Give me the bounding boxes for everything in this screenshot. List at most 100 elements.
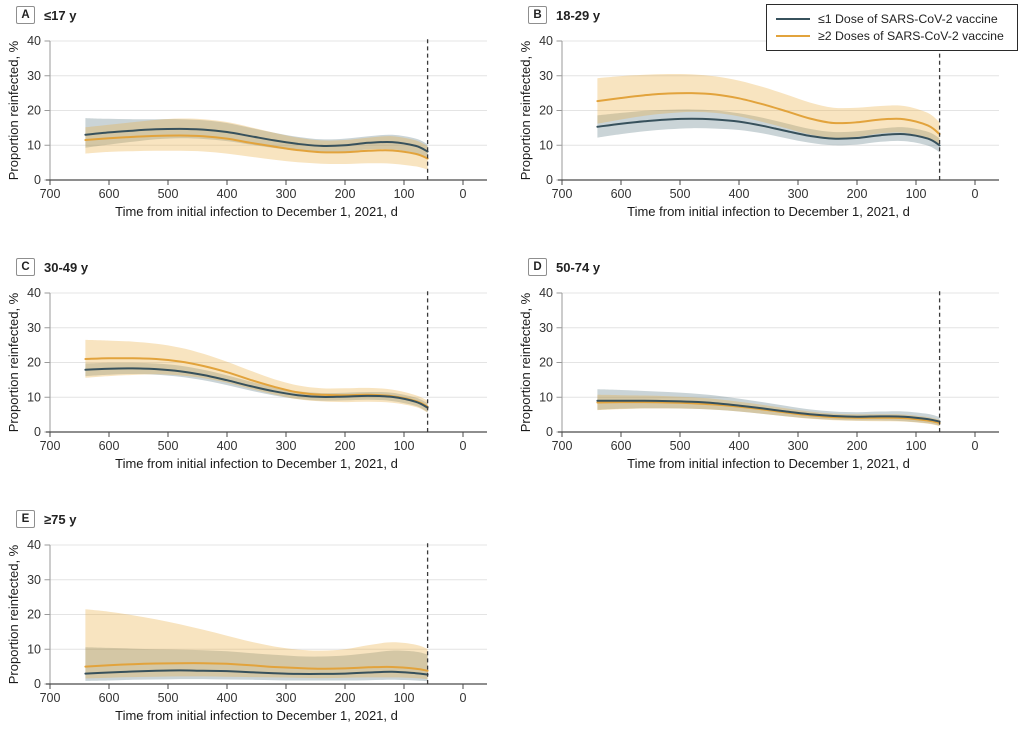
svg-text:400: 400	[729, 439, 750, 453]
chart-svg: 0 10 20 30 40 700 600 500 400 300 200 100 0 Time from…	[6, 34, 487, 219]
svg-text:700: 700	[40, 691, 61, 705]
svg-text:30: 30	[539, 69, 553, 83]
svg-text:700: 700	[552, 187, 573, 201]
legend-label-dose1: ≤1 Dose of SARS-CoV-2 vaccine	[818, 11, 998, 26]
svg-text:20: 20	[27, 356, 41, 370]
confidence-bands	[85, 339, 428, 413]
chart-panel-d: 0 10 20 30 40 700 600 500 400 300 200 100 0 Time from…	[518, 254, 1024, 494]
panel-c-letter: C	[16, 258, 35, 276]
svg-text:0: 0	[460, 691, 467, 705]
svg-text:100: 100	[394, 439, 415, 453]
svg-text:10: 10	[27, 390, 41, 404]
chart-svg: 0 10 20 30 40 700 600 500 400 300 200 100 0 Time from…	[518, 34, 999, 219]
svg-text:300: 300	[276, 439, 297, 453]
confidence-band-orange	[85, 609, 428, 680]
chart-svg: 0 10 20 30 40 700 600 500 400 300 200 100 0 Time from…	[6, 286, 487, 471]
svg-text:100: 100	[906, 187, 927, 201]
x-axis-title: Time from initial infection to December …	[115, 456, 398, 471]
svg-text:0: 0	[546, 425, 553, 439]
y-axis: 0 10 20 30 40	[539, 34, 563, 187]
x-axis-title: Time from initial infection to December …	[627, 204, 910, 219]
legend-swatch-dose1	[776, 17, 810, 20]
svg-text:0: 0	[460, 439, 467, 453]
chart-panel-e: 0 10 20 30 40 700 600 500 400 300 200 100 0 Time from…	[6, 506, 512, 733]
confidence-band-orange	[597, 74, 940, 146]
svg-text:100: 100	[906, 439, 927, 453]
svg-text:200: 200	[847, 187, 868, 201]
svg-text:400: 400	[217, 691, 238, 705]
chart-svg: 0 10 20 30 40 700 600 500 400 300 200 100 0 Time from…	[518, 286, 999, 471]
panel-d-title: 50-74 y	[556, 259, 601, 275]
x-axis-title: Time from initial infection to December …	[627, 456, 910, 471]
panel-d: 0 10 20 30 40 700 600 500 400 300 200 100 0 Time from…	[518, 254, 1024, 494]
svg-text:0: 0	[972, 439, 979, 453]
svg-text:600: 600	[611, 439, 632, 453]
panel-c-header: C 30-49 y	[16, 258, 88, 276]
svg-text:40: 40	[27, 34, 41, 48]
panel-e-letter: E	[16, 510, 35, 528]
y-axis: 0 10 20 30 40	[27, 34, 51, 187]
panel-b: 0 10 20 30 40 700 600 500 400 300 200 100 0 Time from…	[518, 2, 1024, 242]
svg-text:100: 100	[394, 691, 415, 705]
svg-text:20: 20	[539, 356, 553, 370]
y-axis-title: Proportion reinfected, %	[6, 544, 21, 684]
y-axis-title: Proportion reinfected, %	[518, 40, 533, 180]
svg-text:40: 40	[27, 538, 41, 552]
svg-text:10: 10	[27, 642, 41, 656]
y-axis: 0 10 20 30 40	[539, 286, 563, 439]
svg-text:20: 20	[539, 104, 553, 118]
svg-text:200: 200	[847, 439, 868, 453]
x-axis: 700 600 500 400 300 200 100 0	[552, 179, 999, 201]
svg-text:400: 400	[729, 187, 750, 201]
chart-svg: 0 10 20 30 40 700 600 500 400 300 200 100 0 Time from…	[6, 538, 487, 723]
panel-a-letter: A	[16, 6, 35, 24]
panel-a-title: ≤17 y	[44, 7, 77, 23]
svg-text:0: 0	[972, 187, 979, 201]
panel-c: 0 10 20 30 40 700 600 500 400 300 200 100 0 Time from…	[6, 254, 512, 494]
gridlines	[50, 544, 487, 650]
chart-panel-a: 0 10 20 30 40 700 600 500 400 300 200 100 0 Time from…	[6, 2, 512, 242]
confidence-band-orange	[85, 339, 428, 413]
panel-e-title: ≥75 y	[44, 511, 77, 527]
svg-text:700: 700	[552, 439, 573, 453]
x-axis-title: Time from initial infection to December …	[115, 708, 398, 723]
svg-text:500: 500	[670, 439, 691, 453]
svg-text:20: 20	[27, 608, 41, 622]
svg-text:0: 0	[546, 173, 553, 187]
svg-text:300: 300	[276, 187, 297, 201]
svg-text:30: 30	[27, 321, 41, 335]
svg-text:600: 600	[611, 187, 632, 201]
chart-panel-b: 0 10 20 30 40 700 600 500 400 300 200 100 0 Time from…	[518, 2, 1024, 242]
svg-text:700: 700	[40, 187, 61, 201]
series-line	[84, 134, 429, 160]
series-line	[84, 669, 429, 676]
y-axis-title: Proportion reinfected, %	[518, 292, 533, 432]
y-axis: 0 10 20 30 40	[27, 538, 51, 691]
legend-item-dose1: ≤1 Dose of SARS-CoV-2 vaccine	[776, 10, 1008, 27]
panel-e-header: E ≥75 y	[16, 510, 76, 528]
x-axis: 700 600 500 400 300 200 100 0	[552, 431, 999, 453]
svg-text:10: 10	[539, 138, 553, 152]
series-line	[84, 127, 429, 153]
svg-text:700: 700	[40, 439, 61, 453]
panel-e: 0 10 20 30 40 700 600 500 400 300 200 100 0 Time from…	[6, 506, 512, 733]
svg-text:0: 0	[460, 187, 467, 201]
svg-text:300: 300	[276, 691, 297, 705]
svg-text:500: 500	[158, 439, 179, 453]
series-line	[84, 662, 429, 672]
svg-text:40: 40	[539, 34, 553, 48]
panel-a: 0 10 20 30 40 700 600 500 400 300 200 100 0 Time from…	[6, 2, 512, 242]
panel-d-letter: D	[528, 258, 547, 276]
svg-text:600: 600	[99, 187, 120, 201]
svg-text:500: 500	[158, 691, 179, 705]
svg-text:200: 200	[335, 187, 356, 201]
svg-text:10: 10	[27, 138, 41, 152]
y-axis-title: Proportion reinfected, %	[6, 292, 21, 432]
series-line	[596, 92, 941, 136]
chart-panel-c: 0 10 20 30 40 700 600 500 400 300 200 100 0 Time from…	[6, 254, 512, 494]
panel-c-title: 30-49 y	[44, 259, 89, 275]
svg-text:0: 0	[34, 677, 41, 691]
gridlines	[50, 292, 487, 398]
svg-text:30: 30	[27, 69, 41, 83]
